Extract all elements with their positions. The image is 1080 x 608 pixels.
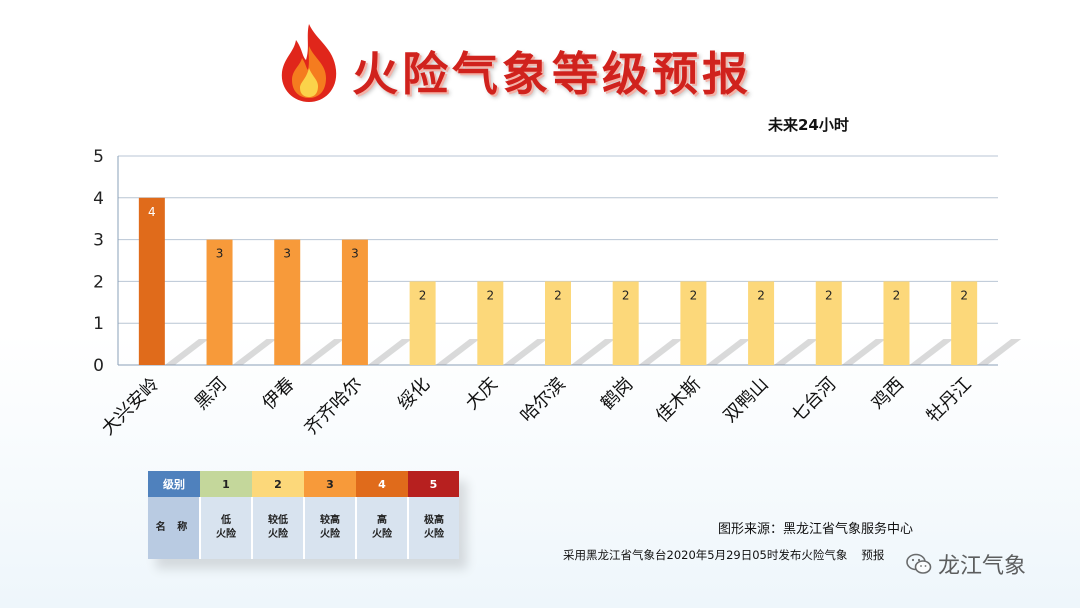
- bar-shadow: [977, 339, 1022, 365]
- bar-shadow: [571, 339, 615, 365]
- x-tick-label: 伊春: [258, 374, 298, 414]
- x-tick-label: 大兴安岭: [98, 374, 164, 440]
- issue-note-tail: 预报: [861, 548, 885, 562]
- legend-level-2: 2: [252, 471, 304, 497]
- bar-shadow: [367, 339, 412, 365]
- x-tick-label: 佳木斯: [652, 374, 705, 427]
- legend-level-row: 级别 1 2 3 4 5: [148, 471, 459, 497]
- legend-level-1: 1: [200, 471, 252, 497]
- bar-shadow: [232, 339, 277, 365]
- legend-level-4: 4: [356, 471, 408, 497]
- x-tick-label: 双鸭山: [720, 374, 773, 427]
- flame-icon: [281, 24, 337, 102]
- bar: [612, 281, 639, 365]
- bar: [477, 281, 504, 365]
- x-tick-label: 七台河: [787, 374, 840, 427]
- bar: [545, 281, 571, 365]
- source-credit: 图形来源：黑龙江省气象服务中心: [718, 522, 914, 537]
- bar-shadow: [706, 339, 751, 365]
- y-tick-label: 3: [93, 231, 104, 251]
- bar-shadow: [300, 339, 345, 365]
- bar: [951, 281, 978, 365]
- bar: [815, 281, 842, 365]
- legend-level-header: 级别: [148, 471, 200, 497]
- bar: [883, 281, 910, 365]
- y-tick-label: 4: [93, 189, 104, 209]
- data-label: 2: [554, 288, 562, 302]
- legend-level-3: 3: [304, 471, 356, 497]
- level-legend: 级别 1 2 3 4 5 名 称 低 火险 较低 火险 较高 火险 高 火险 极…: [148, 471, 459, 559]
- legend-level-5: 5: [408, 471, 459, 497]
- page-title: 火险气象等级预报: [352, 47, 752, 101]
- data-label: 3: [283, 247, 291, 261]
- wechat-icon: [906, 553, 932, 574]
- legend-name-5: 极高 火险: [407, 497, 459, 559]
- y-tick-label: 5: [93, 147, 104, 167]
- bar: [274, 239, 301, 365]
- y-tick-label: 1: [93, 314, 104, 334]
- x-tick-label: 牡丹江: [923, 374, 976, 427]
- watermark-text: 龙江气象: [938, 554, 1027, 579]
- bar: [748, 281, 775, 365]
- bar-shadow: [774, 339, 819, 365]
- chart-subtitle: 未来24小时: [768, 116, 849, 134]
- legend-name-1: 低 火险: [199, 497, 252, 559]
- data-label: 2: [690, 288, 698, 302]
- bar-shadow: [503, 339, 548, 365]
- x-tick-label: 哈尔滨: [517, 374, 570, 427]
- bar-chart: 0 1 2 3 4 5 4 大兴安岭 3 黑河 3 伊春 3 齐齐哈尔 2 绥化 2 大庆 2 哈尔滨 2 鹤岗 2 佳木斯 2…: [93, 147, 1022, 440]
- bar: [206, 239, 233, 365]
- bar-shadow: [841, 339, 886, 365]
- bar: [138, 197, 165, 365]
- data-label: 3: [351, 247, 359, 261]
- y-tick-label: 0: [93, 356, 104, 376]
- bar: [409, 281, 436, 365]
- data-label: 2: [622, 288, 630, 302]
- bar-shadow: [909, 339, 954, 365]
- bar-shadow: [164, 339, 209, 365]
- issue-note: 采用黑龙江省气象台2020年5月29日05时发布火险气象 预报: [563, 547, 884, 563]
- data-label: 3: [216, 247, 224, 261]
- legend-name-header: 名 称: [148, 497, 200, 559]
- data-label: 2: [419, 288, 427, 302]
- data-label: 2: [757, 288, 765, 302]
- bar: [680, 281, 707, 365]
- x-tick-label: 绥化: [394, 374, 434, 414]
- data-label: 2: [825, 288, 833, 302]
- data-label: 2: [893, 288, 901, 302]
- data-label: 2: [486, 288, 494, 302]
- legend-name-2: 较低 火险: [251, 497, 304, 559]
- y-tick-label: 2: [93, 272, 104, 292]
- x-tick-label: 鸡西: [868, 374, 908, 414]
- data-label: 2: [960, 288, 968, 302]
- x-tick-label: 黑河: [191, 374, 231, 414]
- bar-shadow: [435, 339, 480, 365]
- bar-shadow: [638, 339, 683, 365]
- legend-name-4: 高 火险: [355, 497, 408, 559]
- data-label: 4: [148, 205, 156, 219]
- x-tick-label: 齐齐哈尔: [301, 374, 367, 440]
- x-tick-label: 鹤岗: [597, 374, 637, 414]
- watermark: 龙江气象: [906, 548, 1026, 580]
- legend-name-row: 名 称 低 火险 较低 火险 较高 火险 高 火险 极高 火险: [148, 497, 459, 559]
- bar: [341, 239, 368, 365]
- title-block: 火险气象等级预报: [270, 20, 810, 110]
- issue-note-text: 采用黑龙江省气象台2020年5月29日05时发布火险气象: [563, 548, 848, 562]
- x-tick-label: 大庆: [462, 374, 502, 414]
- legend-name-3: 较高 火险: [303, 497, 356, 559]
